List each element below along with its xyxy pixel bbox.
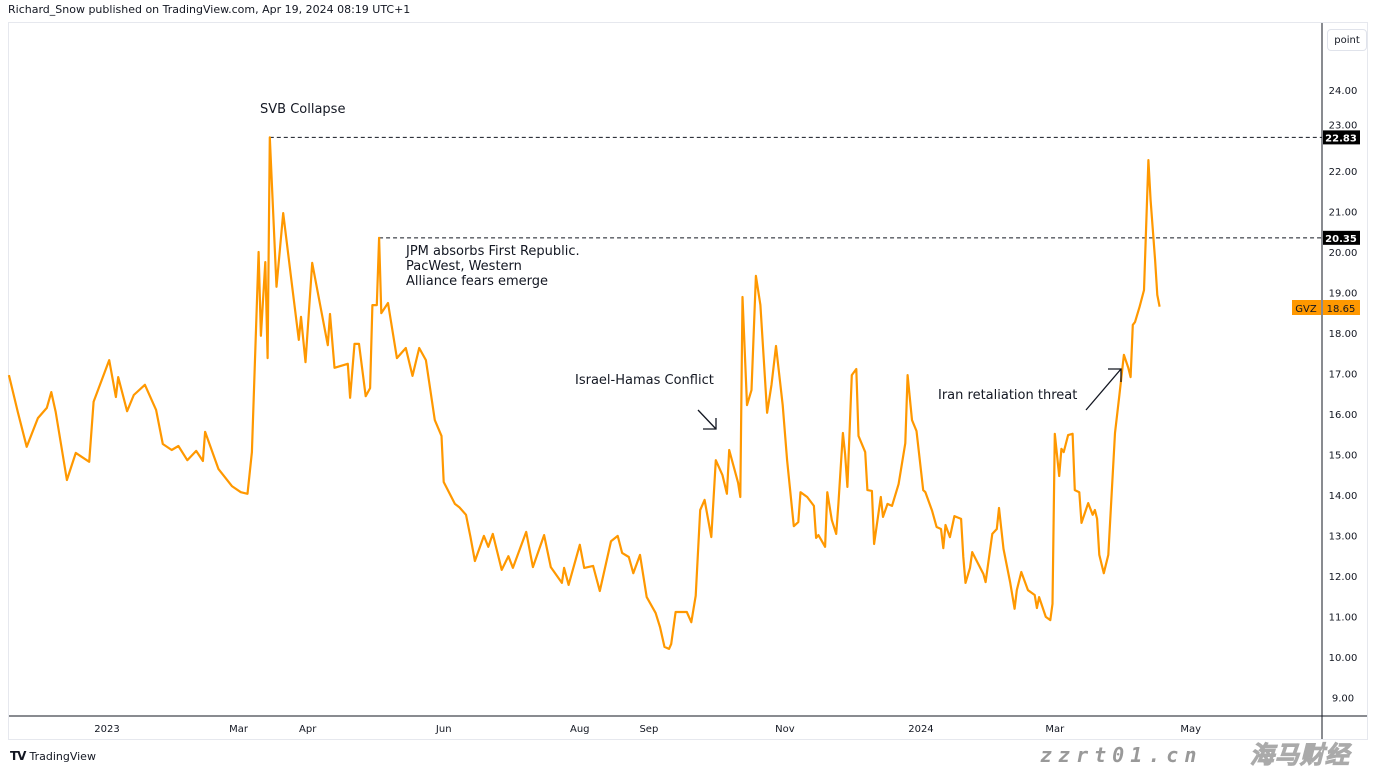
level-price-label-bg: [1323, 130, 1360, 145]
series-line-gvz: [7, 136, 1161, 650]
watermark-logo: 海马财经: [1250, 741, 1350, 770]
y-tick-label: 21.00: [1329, 208, 1358, 219]
last-price: 18.65: [1327, 304, 1356, 315]
annotation-jpm-line: PacWest, Western: [406, 259, 522, 274]
symbol-price-label: GVZ 18.65: [1292, 300, 1360, 315]
x-tick-label: Mar: [1045, 724, 1065, 735]
y-tick-label: 19.00: [1329, 289, 1358, 300]
y-tick-label: 18.00: [1329, 329, 1358, 340]
y-tick-label: 17.00: [1329, 370, 1358, 381]
x-tick-label: Mar: [229, 724, 249, 735]
symbol-name: GVZ: [1295, 304, 1317, 315]
y-tick-label: 16.00: [1329, 410, 1358, 421]
x-tick-label: Jun: [435, 724, 452, 735]
y-tick-label: 13.00: [1329, 532, 1358, 543]
x-tick-label: Nov: [775, 724, 795, 735]
level-price-label: 20.35: [1325, 234, 1357, 245]
y-tick-label: 11.00: [1329, 613, 1358, 624]
annotation-jpm: JPM absorbs First Republic. PacWest, West…: [405, 244, 580, 289]
x-tick-label: May: [1180, 724, 1201, 735]
annotation-iran: Iran retaliation threat: [938, 388, 1077, 403]
tradingview-brand: TradingView: [29, 749, 96, 763]
annotation-jpm-line: Alliance fears emerge: [406, 274, 548, 289]
y-tick-label: 20.00: [1329, 248, 1358, 259]
y-tick-label: 15.00: [1329, 451, 1358, 462]
x-tick-label: Sep: [639, 724, 658, 735]
watermark-url: zzrt01.cn: [1040, 743, 1203, 767]
x-tick-label: 2023: [94, 724, 119, 735]
chart-frame: [8, 22, 1368, 740]
arrow-down-right-icon: [697, 409, 717, 430]
level-price-label: 22.83: [1325, 133, 1357, 144]
tradingview-footer[interactable]: TV TradingView: [10, 749, 96, 763]
y-tick-label: 23.00: [1329, 120, 1358, 131]
y-tick-label: 14.00: [1329, 491, 1358, 502]
x-tick-label: Apr: [299, 724, 317, 735]
annotation-svb: SVB Collapse: [260, 102, 345, 117]
y-tick-label: 12.00: [1329, 572, 1358, 583]
scale-mode-button[interactable]: point: [1327, 29, 1367, 51]
y-tick-label: 10.00: [1329, 653, 1358, 664]
y-tick-label: 9.00: [1332, 694, 1354, 705]
x-tick-label: 2024: [908, 724, 933, 735]
y-tick-label: 22.00: [1329, 167, 1358, 178]
publish-info: Richard_Snow published on TradingView.co…: [8, 3, 411, 16]
annotation-israel-hamas: Israel-Hamas Conflict: [575, 373, 714, 388]
level-price-label-bg: [1323, 230, 1360, 245]
annotation-jpm-line: JPM absorbs First Republic.: [405, 244, 580, 259]
y-tick-label: 24.00: [1329, 86, 1358, 97]
arrow-up-right-icon: [1085, 368, 1122, 411]
x-tick-label: Aug: [570, 724, 590, 735]
tradingview-logo-icon: TV: [10, 749, 27, 763]
